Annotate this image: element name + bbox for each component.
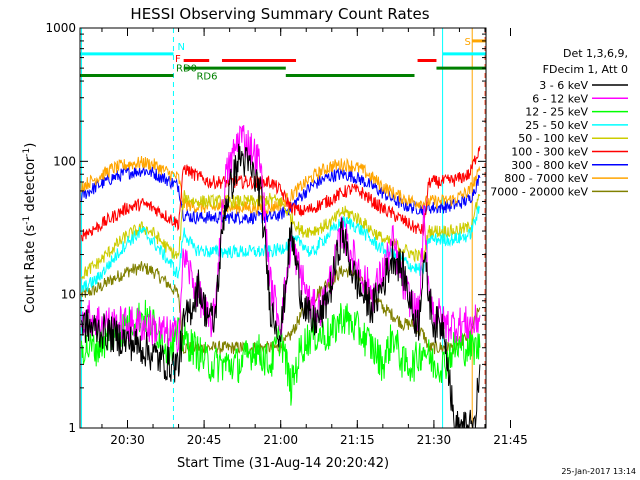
annotation-s: S <box>465 37 471 48</box>
series-line-50-100-kev <box>81 190 481 280</box>
y-tick-label: 1 <box>68 421 76 435</box>
chart-title: HESSI Observing Summary Count Rates <box>130 5 429 23</box>
legend-label: 300 - 800 keV <box>511 159 588 172</box>
x-tick-label: 20:45 <box>187 433 222 447</box>
series-line-300-800-kev <box>81 166 481 226</box>
legend-label: 50 - 100 keV <box>518 132 588 145</box>
legend-header-line1: Det 1,3,6,9, <box>563 47 628 60</box>
legend-label: 100 - 300 keV <box>511 146 588 159</box>
legend: Det 1,3,6,9, FDecim 1, Att 0 3 - 6 keV6 … <box>490 47 628 198</box>
annotation-n: N <box>178 42 185 53</box>
x-tick-label: 21:00 <box>263 433 298 447</box>
series-lines <box>81 124 481 428</box>
annotation-rd0: RD0 <box>176 64 197 75</box>
legend-label: 6 - 12 keV <box>532 92 588 105</box>
x-tick-label: 21:30 <box>417 433 452 447</box>
series-line-800-7000-kev <box>81 156 481 217</box>
y-tick-label: 1000 <box>45 21 76 35</box>
annotation-rd6: RD6 <box>196 72 217 83</box>
annotation-f: F <box>175 54 181 65</box>
plot-frame <box>79 27 487 429</box>
legend-label: 3 - 6 keV <box>539 79 588 92</box>
timestamp: 25-Jan-2017 13:14 <box>561 467 636 476</box>
legend-header-line2: FDecim 1, Att 0 <box>543 63 628 76</box>
legend-label: 12 - 25 keV <box>525 106 588 119</box>
x-axis-label: Start Time (31-Aug-14 20:20:42) <box>177 456 389 471</box>
series-line-100-300-kev <box>81 146 481 242</box>
y-axis-label: Count Rate (s-1 detector-1) <box>22 143 38 314</box>
y-tick-label: 100 <box>53 154 76 168</box>
y-tick-label: 10 <box>61 288 76 302</box>
legend-label: 7000 - 20000 keV <box>490 185 588 198</box>
legend-label: 25 - 50 keV <box>525 119 588 132</box>
series-line-3-6-kev <box>81 143 481 428</box>
x-tick-label: 21:45 <box>493 433 528 447</box>
series-line-25-50-kev <box>81 205 481 293</box>
x-tick-label: 20:30 <box>110 433 145 447</box>
legend-label: 800 - 7000 keV <box>504 172 588 185</box>
x-tick-label: 21:15 <box>340 433 375 447</box>
flag-bars <box>80 39 486 78</box>
y-axis: 1 10 100 1000 <box>45 21 486 435</box>
x-axis: 20:30 20:45 21:00 21:15 21:30 21:45 <box>101 28 528 447</box>
